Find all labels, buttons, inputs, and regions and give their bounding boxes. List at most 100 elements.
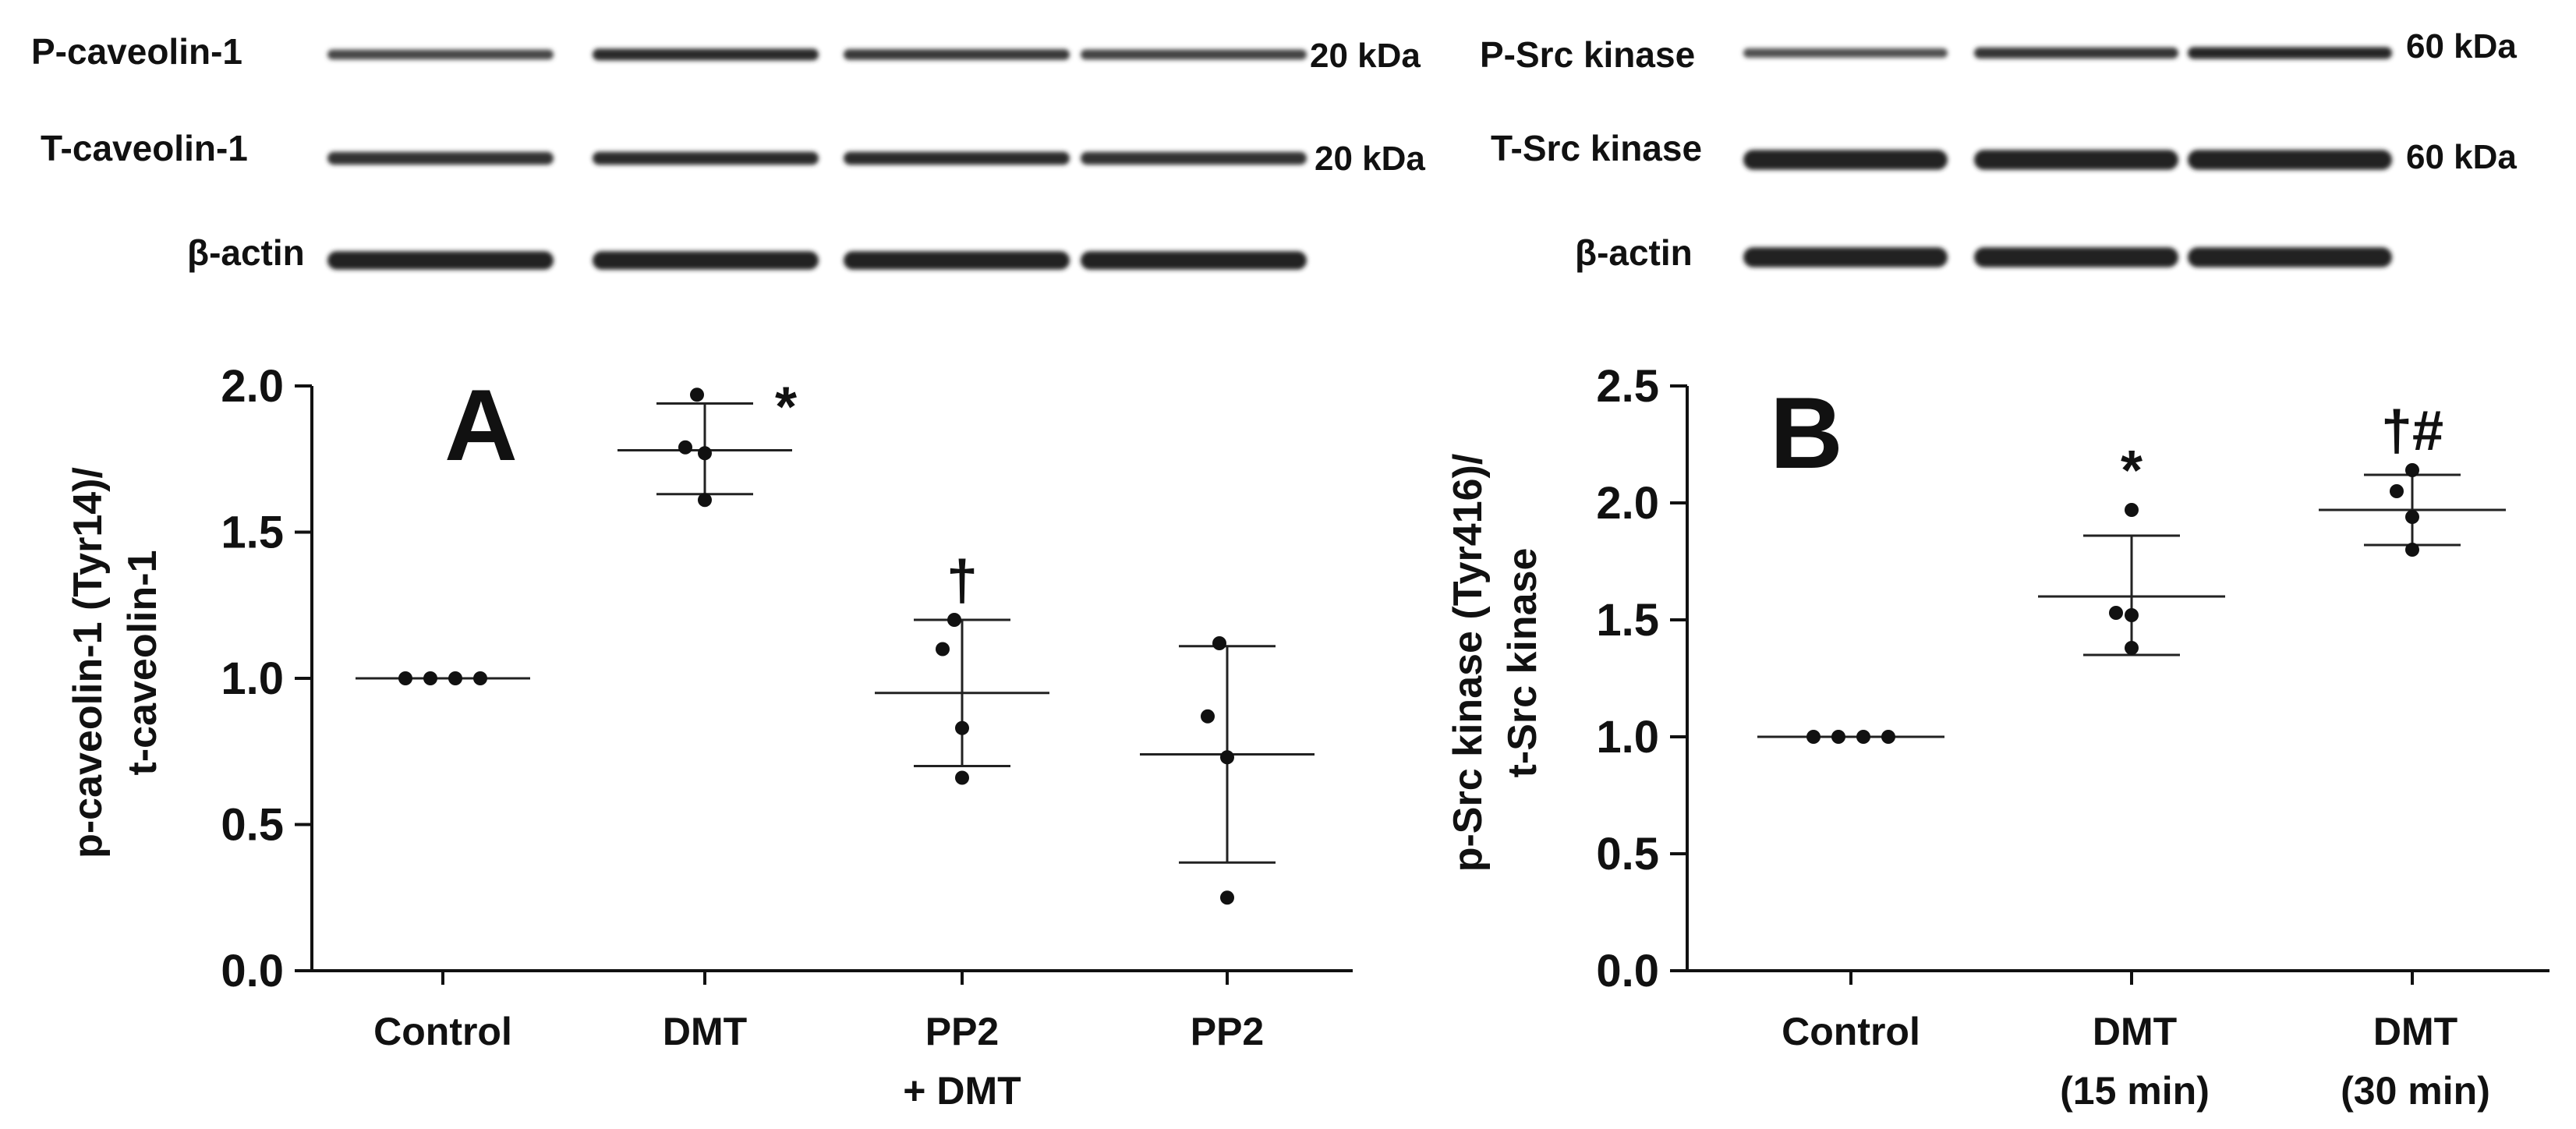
panel-b-ytick-label-0: 0.0 <box>1596 946 1659 996</box>
panel-a-significance-2: † <box>947 550 978 612</box>
blot-left-band-r2-l3 <box>1081 251 1307 270</box>
panel-b-point-0-2 <box>1856 730 1870 744</box>
panel-b-ytick-label-2: 1.0 <box>1596 712 1659 763</box>
panel-a-point-3-1 <box>1201 709 1215 724</box>
panel-b-point-1-2 <box>2125 608 2139 622</box>
panel-b-point-2-1 <box>2390 484 2404 498</box>
blot-left-band-r1-l3 <box>1081 151 1307 165</box>
panel-a-category-label-2-1: + DMT <box>903 1069 1021 1113</box>
blot-left-kda-0: 20 kDa <box>1310 37 1421 75</box>
panel-b-point-2-3 <box>2405 543 2419 557</box>
panel-b-ytick-label-3: 1.5 <box>1596 595 1659 646</box>
panel-a-point-3-0 <box>1212 636 1226 650</box>
panel-b-category-label-1-1: (15 min) <box>2060 1069 2210 1113</box>
blot-left-band-r1-l1 <box>593 151 819 165</box>
panel-b-letter: B <box>1770 376 1843 490</box>
panel-b-point-0-1 <box>1831 730 1845 744</box>
blot-left-kda-1: 20 kDa <box>1315 140 1425 178</box>
blot-right-band-r0-l1 <box>1974 47 2178 59</box>
blot-right-band-r2-l2 <box>2188 247 2392 267</box>
blot-right-band-r1-l0 <box>1743 150 1948 170</box>
blot-right-kda-0: 60 kDa <box>2406 27 2517 65</box>
panel-b-point-2-0 <box>2405 463 2419 477</box>
panel-a-point-1-1 <box>678 440 692 455</box>
blot-right-label-0: P-Src kinase <box>1480 34 1695 75</box>
blot-left-label-2: β-actin <box>187 232 305 273</box>
blot-right-label-2: β-actin <box>1575 232 1693 273</box>
panel-a-ytick-label-0: 0.0 <box>221 946 284 996</box>
blot-right: P-Src kinase T-Src kinase β-actin 60 kDa… <box>1480 27 2517 273</box>
panel-a-point-2-3 <box>955 770 969 785</box>
panel-a-category-label-0-0: Control <box>373 1010 512 1053</box>
panel-a-ytick-label-2: 1.0 <box>221 653 284 704</box>
blot-left-band-r0-l2 <box>844 49 1070 60</box>
panel-a-axes: 0.0 0.5 1.0 1.5 2.0 Control DMT PP2 + DMT PP2 <box>221 361 1353 1113</box>
blot-right-band-r2-l1 <box>1974 247 2178 267</box>
panel-a-point-0-1 <box>423 671 437 685</box>
panel-a-point-2-2 <box>955 720 969 735</box>
panel-b-point-0-3 <box>1881 730 1895 744</box>
blot-right-kda-1: 60 kDa <box>2406 138 2517 176</box>
panel-a-point-0-3 <box>473 671 487 685</box>
panel-b-marks: * †# <box>1757 400 2506 744</box>
blot-left-band-r0-l0 <box>327 49 554 60</box>
panel-b-ytick-label-4: 2.0 <box>1596 478 1659 529</box>
panel-a-point-1-2 <box>698 446 712 461</box>
blot-left-band-r2-l1 <box>593 251 819 270</box>
blot-left-band-r2-l2 <box>844 251 1070 270</box>
panel-a-point-2-1 <box>936 642 950 657</box>
blot-left: P-caveolin-1 T-caveolin-1 β-actin 20 kDa… <box>31 31 1425 273</box>
blot-left-label-1: T-caveolin-1 <box>41 128 248 168</box>
panel-a-ylabel-line1: p-caveolin-1 (Tyr14)/ <box>65 467 111 858</box>
blot-left-band-r0-l3 <box>1081 49 1307 60</box>
blot-left-band-r0-l1 <box>593 48 819 61</box>
blot-right-band-r0-l0 <box>1743 48 1948 58</box>
panel-a-category-label-2-0: PP2 <box>925 1010 1000 1053</box>
blot-left-bands <box>327 48 1307 270</box>
panel-a-point-3-2 <box>1220 750 1234 765</box>
blot-left-band-r1-l2 <box>844 151 1070 165</box>
panel-b-ylabel-line1: p-Src kinase (Tyr416)/ <box>1445 454 1491 872</box>
panel-b-ytick-label-1: 0.5 <box>1596 829 1659 879</box>
panel-b-point-1-0 <box>2125 503 2139 517</box>
panel-b-significance-1: * <box>2121 440 2143 502</box>
blot-right-label-1: T-Src kinase <box>1491 128 1702 168</box>
blot-right-bands <box>1743 47 2392 267</box>
panel-b-significance-2: †# <box>2381 400 2443 462</box>
blot-left-band-r1-l0 <box>327 151 554 165</box>
panel-b-point-2-2 <box>2405 510 2419 524</box>
panel-b-ytick-label-5: 2.5 <box>1596 361 1659 412</box>
panel-a-category-label-1-0: DMT <box>663 1010 747 1053</box>
panel-b-category-label-0-0: Control <box>1782 1010 1920 1053</box>
panel-a-point-0-2 <box>448 671 462 685</box>
panel-a-point-3-3 <box>1220 890 1234 905</box>
panel-b: B p-Src kinase (Tyr416)/ t-Src kinase 0.… <box>1445 361 2549 1113</box>
panel-a-letter: A <box>444 368 518 482</box>
panel-b-category-label-2-1: (30 min) <box>2341 1069 2490 1113</box>
panel-b-point-0-0 <box>1806 730 1821 744</box>
blot-right-band-r2-l0 <box>1743 247 1948 267</box>
panel-a-point-2-0 <box>947 613 961 627</box>
panel-a-point-0-0 <box>398 671 412 685</box>
blot-right-band-r0-l2 <box>2188 47 2392 59</box>
blot-left-band-r2-l0 <box>327 251 554 270</box>
panel-a-ytick-label-1: 0.5 <box>221 800 284 851</box>
panel-b-point-1-3 <box>2125 641 2139 655</box>
panel-a-significance-1: * <box>775 376 797 438</box>
panel-b-category-label-1-0: DMT <box>2093 1010 2177 1053</box>
panel-b-ylabel-line2: t-Src kinase <box>1500 548 1545 778</box>
panel-a: A p-caveolin-1 (Tyr14)/ t-caveolin-1 0.0… <box>65 361 1353 1113</box>
panel-a-marks: *† <box>356 376 1315 905</box>
panel-b-category-label-2-0: DMT <box>2373 1010 2457 1053</box>
panel-a-point-1-0 <box>690 388 704 402</box>
panel-a-ytick-label-4: 2.0 <box>221 361 284 412</box>
panel-a-point-1-3 <box>698 493 712 508</box>
panel-a-ytick-label-3: 1.5 <box>221 508 284 558</box>
panel-b-point-1-1 <box>2109 606 2123 620</box>
blot-right-band-r1-l2 <box>2188 150 2392 170</box>
blot-left-label-0: P-caveolin-1 <box>31 31 242 72</box>
blot-right-band-r1-l1 <box>1974 150 2178 170</box>
panel-a-category-label-3-0: PP2 <box>1191 1010 1265 1053</box>
panel-a-ylabel-line2: t-caveolin-1 <box>120 550 165 776</box>
